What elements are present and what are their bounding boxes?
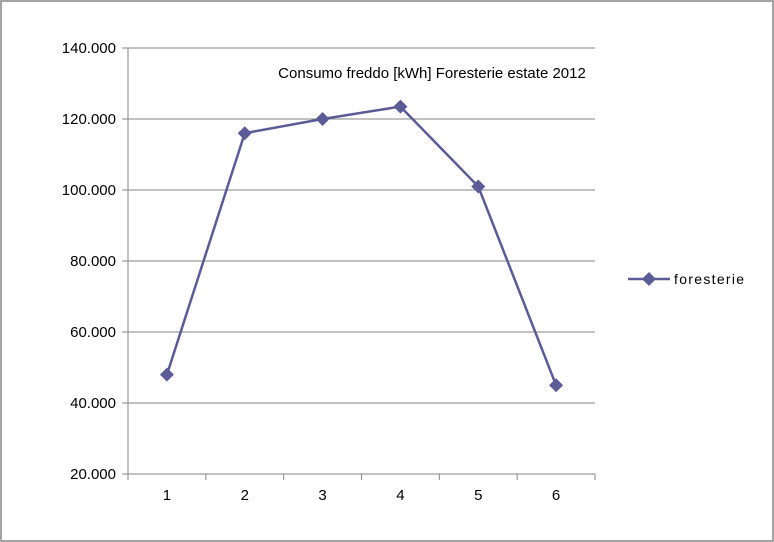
axes	[122, 47, 596, 480]
x-tick-label: 3	[318, 487, 326, 504]
data-point	[159, 367, 174, 382]
x-tick-label: 5	[474, 487, 482, 504]
data-point	[237, 126, 252, 141]
data-point	[393, 99, 408, 114]
x-tick-label: 2	[241, 487, 249, 504]
gridlines	[128, 47, 595, 404]
y-tick-label: 40.000	[70, 395, 116, 412]
series	[159, 99, 564, 393]
chart-title: Consumo freddo [kWh] Foresterie estate 2…	[278, 65, 586, 82]
data-point	[549, 378, 564, 393]
y-tick-labels: 20.000 40.000 60.000 80.000 100.000 120.000 14…	[62, 40, 116, 483]
legend-marker	[642, 272, 656, 286]
x-tick-label: 4	[396, 487, 404, 504]
data-point	[315, 112, 330, 126]
x-tick-labels: 1 2 3 4 5 6	[163, 487, 561, 504]
legend: foresterie	[628, 271, 745, 287]
x-tick-label: 6	[552, 487, 560, 504]
data-point	[471, 179, 486, 194]
y-tick-label: 100.000	[62, 182, 116, 199]
legend-label: foresterie	[674, 271, 745, 287]
y-tick-label: 120.000	[62, 111, 116, 128]
x-tick-label: 1	[163, 487, 171, 504]
y-tick-label: 20.000	[70, 466, 116, 483]
y-tick-label: 60.000	[70, 324, 116, 341]
y-tick-label: 80.000	[70, 253, 116, 270]
series-line	[165, 105, 558, 386]
y-tick-label: 140.000	[62, 40, 116, 57]
